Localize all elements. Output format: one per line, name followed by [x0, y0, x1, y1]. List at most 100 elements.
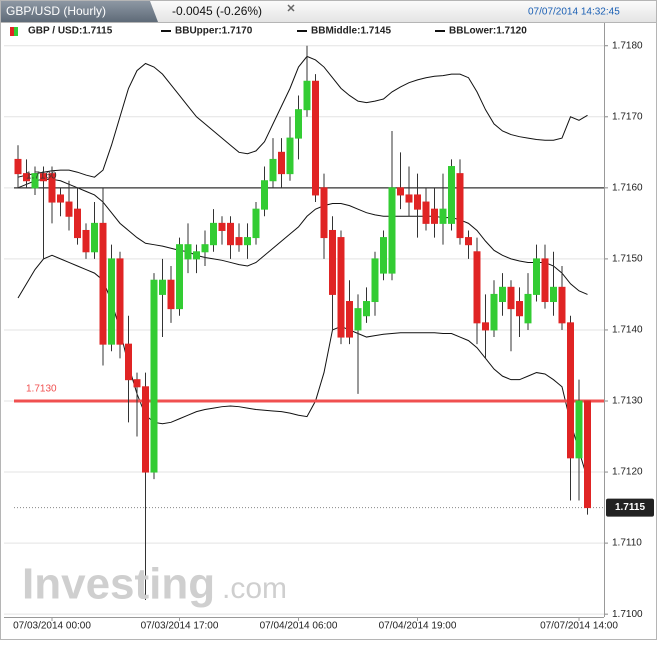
candle-body: [193, 251, 200, 260]
change: -0.0045 (-0.26%): [172, 4, 262, 18]
candle-body: [142, 386, 149, 473]
x-tick-label: 07/03/2014 17:00: [141, 621, 219, 632]
y-tick-label: 1.7100: [612, 609, 643, 620]
timestamp: 07/07/2014 14:32:45: [528, 7, 620, 18]
y-tick-label: 1.7160: [612, 182, 643, 193]
legend-icon: [10, 27, 14, 36]
candle-body: [108, 258, 115, 345]
candle-body: [567, 322, 574, 459]
candle-body: [303, 80, 311, 111]
candle-body: [388, 187, 396, 274]
candle-body: [533, 258, 540, 295]
close-button[interactable]: [287, 4, 295, 12]
x-tick-label: 07/07/2014 14:00: [540, 621, 618, 632]
x-tick-label: 07/03/2014 00:00: [13, 621, 91, 632]
candle-body: [448, 166, 455, 224]
candle-body: [397, 187, 404, 196]
y-tick-label: 1.7150: [612, 254, 643, 265]
candle-body: [210, 222, 217, 246]
candle-body: [507, 286, 515, 310]
band-line: [17, 178, 588, 295]
candle-body: [363, 301, 370, 317]
candle-body: [99, 222, 107, 345]
y-tick-label: 1.7130: [612, 396, 643, 407]
candle-body: [575, 400, 583, 459]
y-tick-label: 1.7120: [612, 467, 643, 478]
candle-body: [14, 158, 22, 175]
y-tick-label: 1.7110: [612, 538, 642, 549]
candle-body: [244, 237, 251, 246]
candle-body: [337, 237, 345, 338]
x-tick-label: 07/04/2014 19:00: [379, 621, 457, 632]
candle-body: [65, 201, 73, 217]
candle-body: [125, 343, 132, 381]
candle-body: [261, 180, 268, 210]
candle-body: [91, 222, 98, 253]
legend-label: BBUpper:1.7170: [175, 26, 253, 37]
candle-body: [456, 173, 464, 239]
title-tab: [1, 1, 158, 22]
plot: 1.7100 1.7110 1.7120 1.7130 1.7140 1.7150 1.71…: [4, 23, 654, 632]
title: GBP/USD (Hourly): [6, 4, 106, 18]
candle-body: [465, 237, 472, 246]
candle-body: [40, 173, 47, 182]
y-tick-label: 1.7140: [612, 325, 643, 336]
candle-body: [439, 208, 447, 224]
candle-body: [329, 229, 336, 295]
y-tick-label: 1.7170: [612, 111, 643, 122]
candle-body: [218, 222, 226, 231]
reference-label: 1.7160: [26, 170, 57, 181]
candle-body: [184, 244, 192, 260]
candle-body: [278, 151, 285, 175]
x-tick-label: 07/04/2014 06:00: [260, 621, 338, 632]
candle-body: [167, 279, 175, 310]
y-tick-label: 1.7180: [612, 40, 643, 51]
legend: GBP / USD:1.7115 BBUpper:1.7170 BBMiddle:1…: [10, 26, 527, 37]
candle-body: [159, 279, 166, 295]
candle-body: [380, 237, 387, 274]
candle-body: [346, 301, 353, 338]
price-box: [606, 498, 654, 517]
watermark-text: Investing: [22, 560, 215, 609]
candle-body: [550, 286, 557, 303]
candle-body: [31, 173, 39, 189]
candle-body: [176, 244, 183, 310]
legend-label: GBP / USD:1.7115: [28, 26, 113, 37]
reference-label: 1.7130: [26, 384, 57, 395]
band-line: [17, 55, 588, 178]
candle-body: [133, 379, 141, 388]
candle-body: [431, 208, 438, 224]
watermark-suffix: .com: [222, 572, 287, 605]
candle-body: [354, 308, 362, 331]
candle-body: [286, 137, 294, 175]
candle-body: [320, 187, 328, 239]
candle-body: [473, 251, 481, 324]
candle-body: [48, 173, 56, 203]
candle-body: [295, 109, 302, 139]
candle-body: [558, 286, 566, 324]
legend-label: BBMiddle:1.7145: [311, 26, 391, 37]
candle-body: [82, 229, 90, 253]
candle-body: [235, 237, 243, 246]
candle-body: [269, 158, 277, 182]
candle-body: [405, 194, 413, 203]
candle-body: [57, 194, 64, 203]
candle-body: [150, 279, 158, 473]
legend-icon: [14, 27, 18, 36]
candle-body: [23, 173, 30, 182]
candle-body: [227, 222, 234, 246]
legend-label: BBLower:1.7120: [449, 26, 527, 37]
candle-body: [499, 286, 506, 303]
candle-body: [482, 322, 489, 331]
plot-area: [4, 23, 604, 617]
candle-body: [490, 293, 498, 331]
header-bar: [1, 1, 656, 22]
candle-body: [414, 194, 421, 210]
candle-body: [312, 80, 319, 196]
candle-body: [524, 293, 532, 324]
candle-body: [74, 208, 81, 239]
candle-body: [541, 258, 549, 303]
candle-body: [116, 258, 124, 345]
candle-body: [516, 301, 523, 317]
